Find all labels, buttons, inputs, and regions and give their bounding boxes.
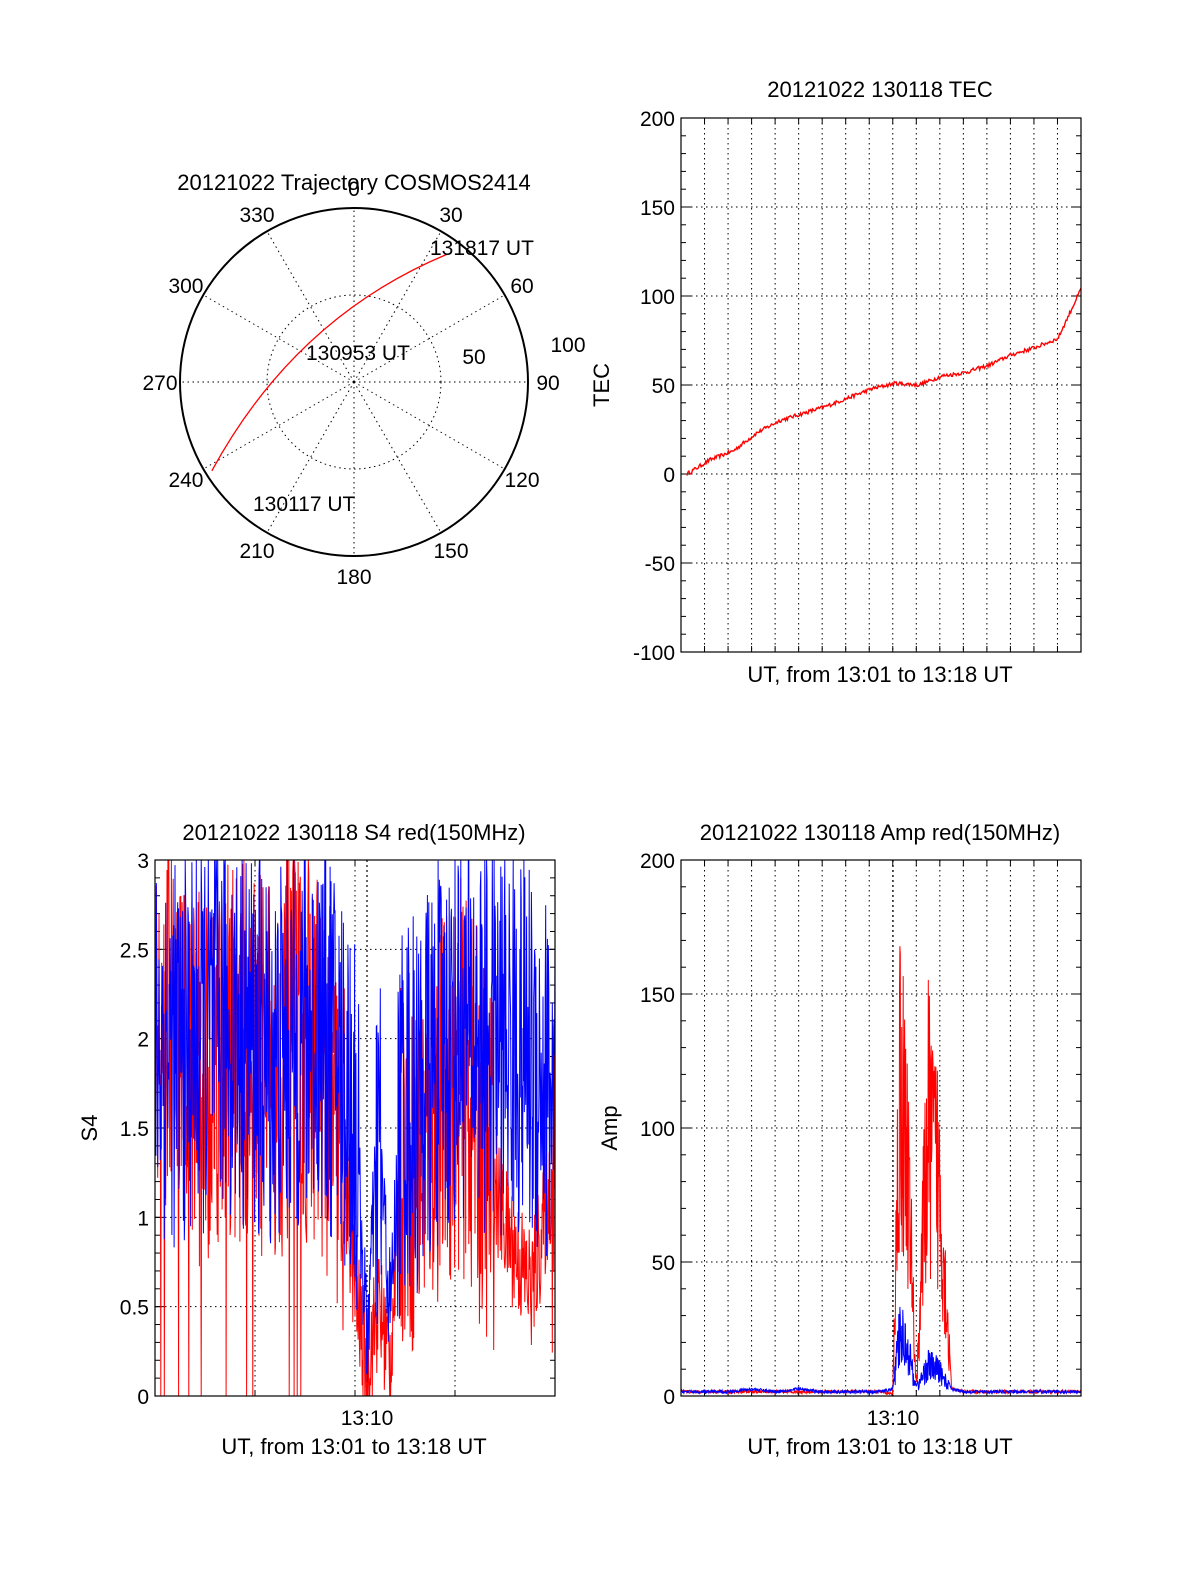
tec-grid	[680, 117, 1082, 653]
azimuth-label-150: 150	[433, 540, 468, 563]
tec-yticks-5: -50	[645, 553, 675, 576]
trajectory-polar-plot: 20121022 Trajectory COSMOS2414 0 30 60 90 12…	[142, 170, 585, 589]
azimuth-labels: 0 30 60 90 120 150 180 210 240 270 300 330	[142, 178, 559, 589]
amp-yticks-3: 50	[652, 1252, 675, 1275]
azimuth-label-180: 180	[336, 566, 371, 589]
tec-yticks-6: -100	[633, 642, 675, 665]
polar-outer-circle	[179, 207, 529, 557]
s4-yticks-5: 0.5	[120, 1297, 149, 1320]
s4-yticks-2: 2	[137, 1029, 149, 1052]
polar-spoke-240	[203, 381, 355, 470]
s4-yticks-3: 1.5	[120, 1118, 149, 1141]
trajectory-mid-label: 130953 UT	[306, 342, 410, 365]
tec-yticks-4: 0	[663, 464, 675, 487]
s4-series	[154, 859, 556, 1397]
amp-frame	[680, 859, 1082, 1397]
s4-yticks-1: 2.5	[120, 939, 149, 962]
azimuth-label-0: 0	[348, 178, 360, 201]
amp-blue-series	[680, 1306, 1082, 1395]
tec-yticks-0: 200	[640, 108, 675, 131]
tec-yticks-1: 150	[640, 197, 675, 220]
amp-ylabel: Amp	[597, 1105, 622, 1150]
s4-yticks-6: 0	[137, 1386, 149, 1409]
amp-y-tick-labels: 200 150 100 50 0	[640, 850, 675, 1409]
tec-series-line	[686, 287, 1082, 476]
s4-frame	[154, 859, 556, 1397]
tec-plot: 20121022 130118 TEC 200150100500-50-100 …	[589, 77, 1082, 687]
s4-y-tick-labels: 3 2.5 2 1.5 1 0.5 0	[120, 850, 149, 1409]
amp-yticks-2: 100	[640, 1118, 675, 1141]
tec-yticks-3: 50	[652, 375, 675, 398]
s4-blue-series	[154, 859, 556, 1382]
tec-y-tick-labels: 200 150 100 50 0 -50 -100	[633, 108, 675, 665]
s4-title: 20121022 130118 S4 red(150MHz)	[182, 820, 525, 845]
ring-label-50: 50	[462, 346, 485, 369]
azimuth-label-270: 270	[142, 372, 177, 395]
polar-spoke-120	[353, 381, 505, 470]
tec-xlabel: UT, from 13:01 to 13:18 UT	[747, 662, 1012, 687]
azimuth-label-210: 210	[239, 540, 274, 563]
amp-series	[680, 946, 1082, 1396]
s4-ylabel: S4	[77, 1115, 102, 1142]
amp-yticks-1: 150	[640, 984, 675, 1007]
trajectory-end-label: 131817 UT	[430, 237, 534, 260]
s4-yticks-4: 1	[137, 1207, 149, 1230]
amp-title: 20121022 130118 Amp red(150MHz)	[700, 820, 1060, 845]
amp-yticks-4: 0	[663, 1386, 675, 1409]
tec-frame	[680, 117, 1082, 653]
tec-ylabel: TEC	[589, 363, 614, 407]
polar-title: 20121022 Trajectory COSMOS2414	[177, 170, 530, 195]
polar-spoke-210	[266, 381, 355, 533]
azimuth-label-120: 120	[504, 469, 539, 492]
polar-spoke-60	[353, 294, 505, 383]
polar-spoke-30	[353, 231, 442, 383]
azimuth-label-60: 60	[510, 275, 533, 298]
tec-yticks-2: 100	[640, 286, 675, 309]
azimuth-label-330: 330	[239, 204, 274, 227]
amp-xtick-1310: 13:10	[867, 1407, 920, 1430]
trajectory-start-label: 130117 UT	[253, 493, 356, 516]
polar-ring-0	[266, 294, 442, 470]
amp-yticks-0: 200	[640, 850, 675, 873]
s4-xlabel: UT, from 13:01 to 13:18 UT	[221, 1434, 486, 1459]
azimuth-label-240: 240	[168, 469, 203, 492]
s4-xtick-1310: 13:10	[341, 1407, 394, 1430]
polar-spoke-330	[266, 231, 355, 383]
amp-xlabel: UT, from 13:01 to 13:18 UT	[747, 1434, 1012, 1459]
polar-spoke-150	[353, 381, 442, 533]
azimuth-label-300: 300	[168, 275, 203, 298]
ring-label-100: 100	[550, 334, 585, 357]
s4-yticks-0: 3	[137, 850, 149, 873]
azimuth-label-90: 90	[536, 372, 559, 395]
s4-plot: 20121022 130118 S4 red(150MHz) 3 2.5 2 1.5 1…	[77, 820, 556, 1459]
polar-spoke-300	[203, 294, 355, 383]
amp-grid	[680, 859, 1082, 1397]
amp-plot: 20121022 130118 Amp red(150MHz) 200 150 10…	[597, 820, 1082, 1459]
tec-title: 20121022 130118 TEC	[767, 77, 993, 102]
azimuth-label-30: 30	[439, 204, 462, 227]
trajectory-track	[211, 253, 447, 472]
